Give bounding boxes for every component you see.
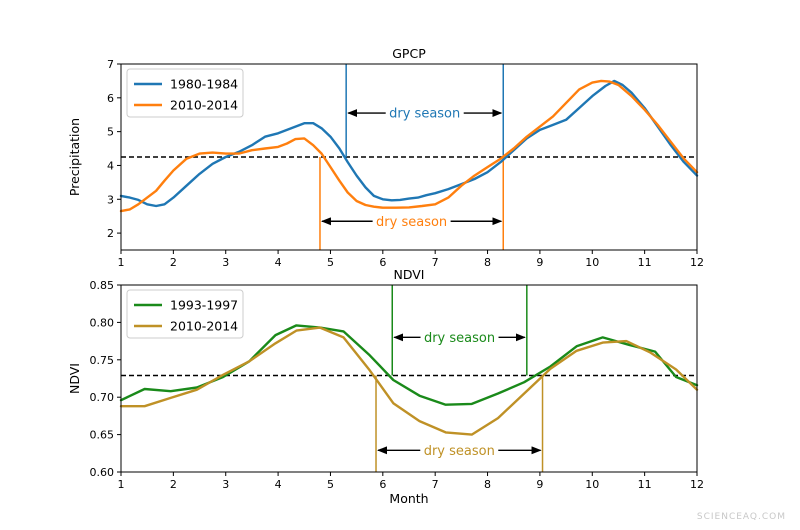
- y-tick-label: 6: [107, 92, 114, 105]
- x-tick-label: 12: [690, 478, 704, 491]
- legend-label: 2010-2014: [170, 319, 238, 334]
- x-tick-label: 4: [275, 478, 282, 491]
- y-tick-label: 0.75: [90, 354, 115, 367]
- y-tick-label: 0.60: [90, 466, 115, 479]
- y-axis-label: Precipitation: [67, 118, 82, 196]
- x-tick-label: 7: [432, 256, 439, 269]
- y-tick-label: 3: [107, 193, 114, 206]
- x-tick-label: 7: [432, 478, 439, 491]
- x-tick-label: 1: [118, 478, 125, 491]
- x-tick-label: 2: [170, 478, 177, 491]
- annotation-bg: [373, 212, 450, 231]
- y-tick-label: 0.85: [90, 279, 115, 292]
- x-tick-label: 11: [638, 478, 652, 491]
- legend-label: 2010-2014: [170, 98, 238, 113]
- annotation-text: dry season: [424, 444, 495, 459]
- y-tick-label: 0.65: [90, 429, 115, 442]
- x-tick-label: 10: [585, 256, 599, 269]
- x-tick-label: 4: [275, 256, 282, 269]
- series-line-2010-2014: [119, 79, 699, 213]
- y-tick-label: 2: [107, 227, 114, 240]
- chart-title: GPCP: [392, 46, 426, 61]
- x-tick-label: 9: [536, 478, 543, 491]
- y-axis-label: NDVI: [67, 363, 82, 394]
- annotation-text: dry season: [376, 215, 447, 230]
- x-tick-label: 12: [690, 256, 704, 269]
- x-tick-label: 5: [327, 256, 334, 269]
- series-line-1993-1997: [119, 324, 699, 406]
- x-tick-label: 2: [170, 256, 177, 269]
- x-tick-label: 3: [222, 256, 229, 269]
- y-tick-label: 4: [107, 159, 114, 172]
- x-tick-label: 6: [379, 478, 386, 491]
- annotation-bg: [386, 104, 463, 123]
- x-tick-label: 11: [638, 256, 652, 269]
- annotation-bg: [421, 441, 498, 460]
- y-tick-label: 7: [107, 58, 114, 71]
- x-axis-label: Month: [389, 491, 428, 506]
- annotation-bg: [421, 328, 498, 347]
- legend-label: 1980-1984: [170, 77, 238, 92]
- plot-frame: [120, 63, 698, 251]
- chart-title: NDVI: [394, 267, 425, 282]
- plot-frame: [120, 284, 698, 473]
- x-tick-label: 9: [536, 256, 543, 269]
- series-line-2010-2014: [119, 326, 699, 436]
- x-tick-label: 1: [118, 256, 125, 269]
- y-tick-label: 0.80: [90, 316, 115, 329]
- y-tick-label: 0.70: [90, 391, 115, 404]
- x-tick-label: 3: [222, 478, 229, 491]
- x-tick-label: 8: [484, 478, 491, 491]
- watermark: SCIENCEAQ.COM: [696, 512, 786, 522]
- x-tick-label: 6: [379, 256, 386, 269]
- annotation-text: dry season: [424, 331, 495, 346]
- annotation-text: dry season: [389, 107, 460, 122]
- y-tick-label: 5: [107, 126, 114, 139]
- x-tick-label: 5: [327, 478, 334, 491]
- x-tick-label: 8: [484, 256, 491, 269]
- x-tick-label: 10: [585, 478, 599, 491]
- series-line-1980-1984: [119, 79, 699, 208]
- legend-label: 1993-1997: [170, 298, 238, 313]
